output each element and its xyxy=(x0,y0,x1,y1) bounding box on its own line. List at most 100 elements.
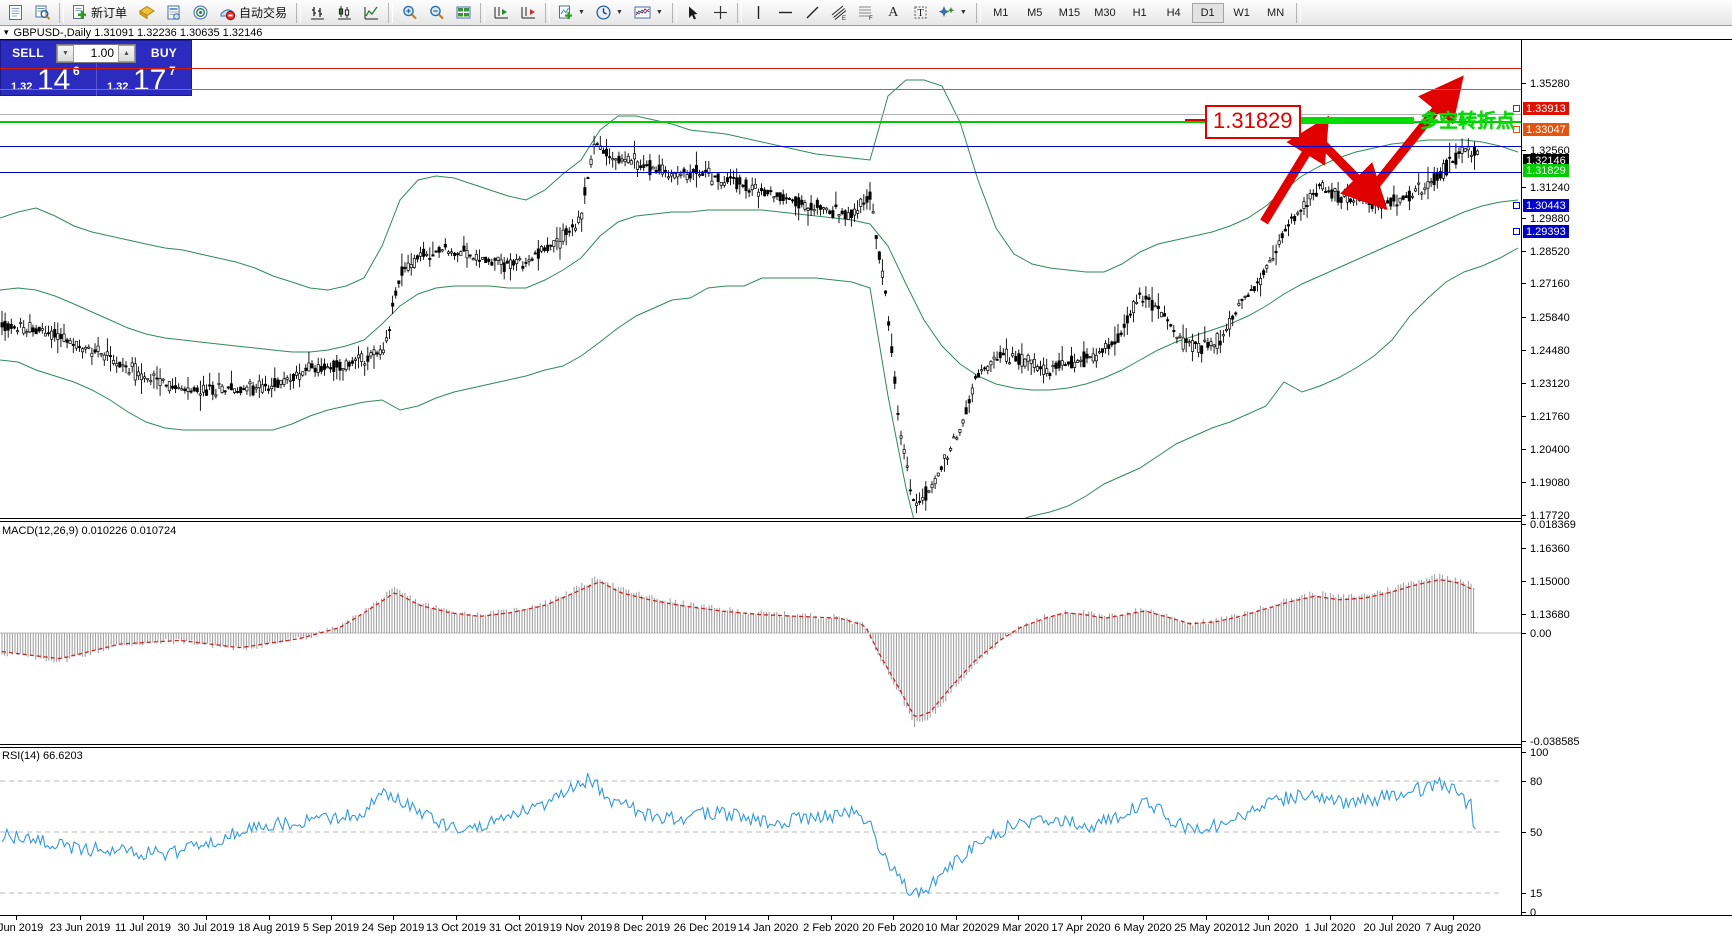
chevron-down-icon-3[interactable]: ▼ xyxy=(655,9,663,16)
buy-price-point: 7 xyxy=(169,64,176,78)
sell-price-point: 6 xyxy=(73,64,80,78)
trade-panel-controls: SELL ▼ 1.00 ▲ BUY xyxy=(1,41,191,63)
line-chart-icon[interactable] xyxy=(359,1,384,24)
sell-quote[interactable]: 1.32 14 6 xyxy=(1,63,96,97)
data-window-icon[interactable] xyxy=(161,1,186,24)
period-icon[interactable]: ▼ xyxy=(592,1,628,24)
cursor-icon[interactable] xyxy=(681,1,706,24)
crosshair-icon[interactable] xyxy=(708,1,733,24)
timeframe-m15[interactable]: M15 xyxy=(1058,6,1081,19)
shapes-icon[interactable]: ▼ xyxy=(935,1,972,24)
chevron-down-icon-2[interactable]: ▼ xyxy=(615,9,623,16)
zoom-in-icon[interactable] xyxy=(397,1,422,24)
level-line-resistance-red[interactable] xyxy=(0,68,1521,69)
timeframe-h1[interactable]: H1 xyxy=(1132,6,1147,19)
time-axis-label: 4 Jun 2019 xyxy=(0,922,44,934)
zoom-out-icon[interactable] xyxy=(424,1,449,24)
timeframe-d1[interactable]: D1 xyxy=(1191,2,1224,23)
rsi-pane[interactable] xyxy=(0,748,1521,915)
chart-shift-icon[interactable] xyxy=(489,1,514,24)
bar-chart-icon[interactable] xyxy=(305,1,330,24)
fibonacci-icon[interactable]: F xyxy=(854,1,879,24)
pane-divider-macd[interactable] xyxy=(0,518,1521,522)
volume-decrease-icon[interactable]: ▼ xyxy=(57,44,74,62)
trade-panel[interactable]: SELL ▼ 1.00 ▲ BUY 1.32 14 6 1.32 17 7 xyxy=(0,40,192,97)
level-handle[interactable] xyxy=(1513,202,1520,209)
timeframe-w1[interactable]: W1 xyxy=(1233,6,1250,19)
horizontal-line-icon[interactable] xyxy=(773,1,798,24)
level-line-resistance-orange[interactable] xyxy=(0,89,1521,90)
level-line-support-1[interactable] xyxy=(0,146,1521,147)
price-axis-tag[interactable]: 1.33047 xyxy=(1523,123,1569,136)
time-axis-label: 13 Oct 2019 xyxy=(426,922,486,934)
timeframe-mn[interactable]: MN xyxy=(1267,6,1285,19)
expert-advisor-icon[interactable] xyxy=(134,1,159,24)
indicators-icon[interactable]: ▼ xyxy=(630,1,668,24)
text-icon[interactable]: A xyxy=(888,4,899,20)
time-axis-label: 12 Jun 2020 xyxy=(1237,922,1299,934)
templates-icon[interactable]: ▼ xyxy=(554,1,590,24)
price-axis-tick: 1.21760 xyxy=(1522,410,1732,423)
time-axis-label: 2 Feb 2020 xyxy=(803,922,859,934)
pane-divider-rsi[interactable] xyxy=(0,744,1521,748)
level-line-support-2[interactable] xyxy=(0,172,1521,173)
price-tag-label[interactable]: 1.31829 xyxy=(1205,105,1301,139)
chart-marker-icon: ▾ xyxy=(4,27,9,37)
turning-point-bar[interactable] xyxy=(1296,117,1414,124)
trendline-icon[interactable] xyxy=(800,1,825,24)
level-handle[interactable] xyxy=(1513,228,1520,235)
volume-value[interactable]: 1.00 xyxy=(90,46,114,60)
auto-scroll-icon[interactable] xyxy=(516,1,541,24)
new-chart-icon[interactable] xyxy=(3,1,28,24)
symbol-ohlc-text: GBPUSD-,Daily 1.31091 1.32236 1.30635 1.… xyxy=(13,26,263,39)
buy-button[interactable]: BUY xyxy=(150,46,178,60)
price-axis-tick: 1.20400 xyxy=(1522,443,1732,456)
time-axis-label: 31 Oct 2019 xyxy=(489,922,549,934)
grid-icon[interactable] xyxy=(451,1,476,24)
time-axis-label: 17 Apr 2020 xyxy=(1051,922,1111,934)
sell-button[interactable]: SELL xyxy=(12,46,44,60)
chevron-down-icon[interactable]: ▼ xyxy=(578,9,585,16)
time-axis-label: 6 May 2020 xyxy=(1114,922,1172,934)
level-handle[interactable] xyxy=(1513,126,1520,133)
toolbar-separator-9 xyxy=(1295,2,1301,23)
symbol-info-line: ▾ GBPUSD-,Daily 1.31091 1.32236 1.30635 … xyxy=(4,26,262,39)
new-order-button[interactable]: 新订单 xyxy=(68,1,132,24)
timeframe-m5[interactable]: M5 xyxy=(1027,6,1043,19)
price-axis-tag[interactable]: 1.30443 xyxy=(1523,199,1569,212)
macd-pane[interactable] xyxy=(0,522,1521,744)
volume-increase-icon[interactable]: ▲ xyxy=(118,44,135,62)
volume-input[interactable]: ▼ 1.00 ▲ xyxy=(56,43,136,63)
timeframe-m30[interactable]: M30 xyxy=(1094,6,1116,19)
vertical-line-icon[interactable] xyxy=(746,1,771,24)
toolbar-separator-2 xyxy=(296,2,302,23)
time-axis-tick xyxy=(581,916,582,920)
price-axis-tick: 100 xyxy=(1522,746,1732,759)
chinese-annotation-label[interactable]: 多空转折点 xyxy=(1420,110,1516,132)
time-axis-tick xyxy=(1143,916,1144,920)
price-axis-tag[interactable]: 1.32146 xyxy=(1523,154,1569,167)
price-axis-tag[interactable]: 1.29393 xyxy=(1523,225,1569,238)
time-axis-label: 24 Sep 2019 xyxy=(361,922,425,934)
market-watch-icon[interactable] xyxy=(30,1,55,24)
new-order-label: 新订单 xyxy=(91,6,128,20)
timeframe-h4[interactable]: H4 xyxy=(1166,6,1181,19)
candlestick-chart-icon[interactable] xyxy=(332,1,357,24)
navigator-icon[interactable] xyxy=(188,1,213,24)
equidistant-channel-icon[interactable]: E xyxy=(827,1,852,24)
autotrading-button[interactable]: 自动交易 xyxy=(215,1,292,24)
price-axis[interactable]: 1.35280 1.32560 1.31240 1.29880 1.28520 1.271… xyxy=(1521,40,1732,919)
time-axis-tick xyxy=(1330,916,1331,920)
price-axis-tag[interactable]: 1.33913 xyxy=(1523,102,1569,115)
price-axis-tag[interactable]: 1.31829 xyxy=(1523,164,1569,177)
text-label-icon[interactable]: T xyxy=(908,1,933,24)
rsi-line xyxy=(1,773,1477,899)
toolbar-separator-3 xyxy=(388,2,394,23)
buy-quote[interactable]: 1.32 17 7 xyxy=(96,63,191,97)
timeframe-m1[interactable]: M1 xyxy=(993,6,1009,19)
time-axis-tick xyxy=(206,916,207,920)
chevron-down-icon-4[interactable]: ▼ xyxy=(959,9,967,16)
level-handle[interactable] xyxy=(1513,105,1520,112)
